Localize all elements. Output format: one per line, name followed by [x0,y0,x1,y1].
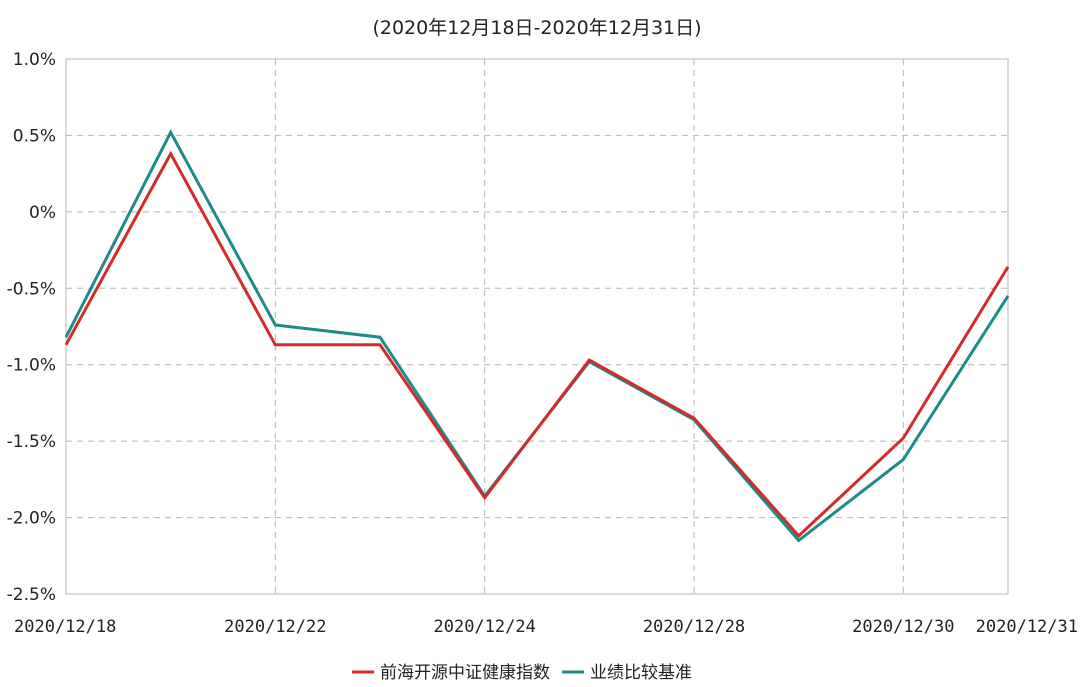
series-line-0 [64,150,1010,539]
y-tick-label: -1.5% [7,432,56,452]
plot-frame [65,58,1009,595]
axes [65,58,1009,595]
y-tick-label: -2.5% [7,585,56,605]
x-tick-label: 2020/12/22 [224,617,326,637]
chart-title: (2020年12月18日-2020年12月31日) [372,17,701,39]
x-axis-ticks: 2020/12/18 2020/12/22 2020/12/24 2020/12/28… [14,617,1078,637]
legend: 前海开源中证健康指数 业绩比较基准 [352,663,692,683]
x-tick-label: 2020/12/24 [433,617,535,637]
x-tick-label: 2020/12/18 [14,617,116,637]
x-tick-label: 2020/12/30 [852,617,954,637]
y-tick-label: 0% [29,203,56,223]
y-tick-label: -0.5% [7,279,56,299]
grid [66,59,1008,594]
x-tick-label: 2020/12/28 [643,617,745,637]
y-tick-label: -2.0% [7,509,56,529]
y-axis-ticks: 1.0% 0.5% 0% -0.5% -1.0% -1.5% -2.0% -2.5% [7,50,56,605]
y-tick-label: 0.5% [13,126,56,146]
legend-label-1: 业绩比较基准 [590,663,692,683]
x-tick-label: 2020/12/31 [976,617,1078,637]
series-line-1 [64,129,1010,543]
legend-label-0: 前海开源中证健康指数 [380,663,550,683]
y-tick-label: -1.0% [7,356,56,376]
series-lines [64,129,1010,543]
y-tick-label: 1.0% [13,50,56,70]
